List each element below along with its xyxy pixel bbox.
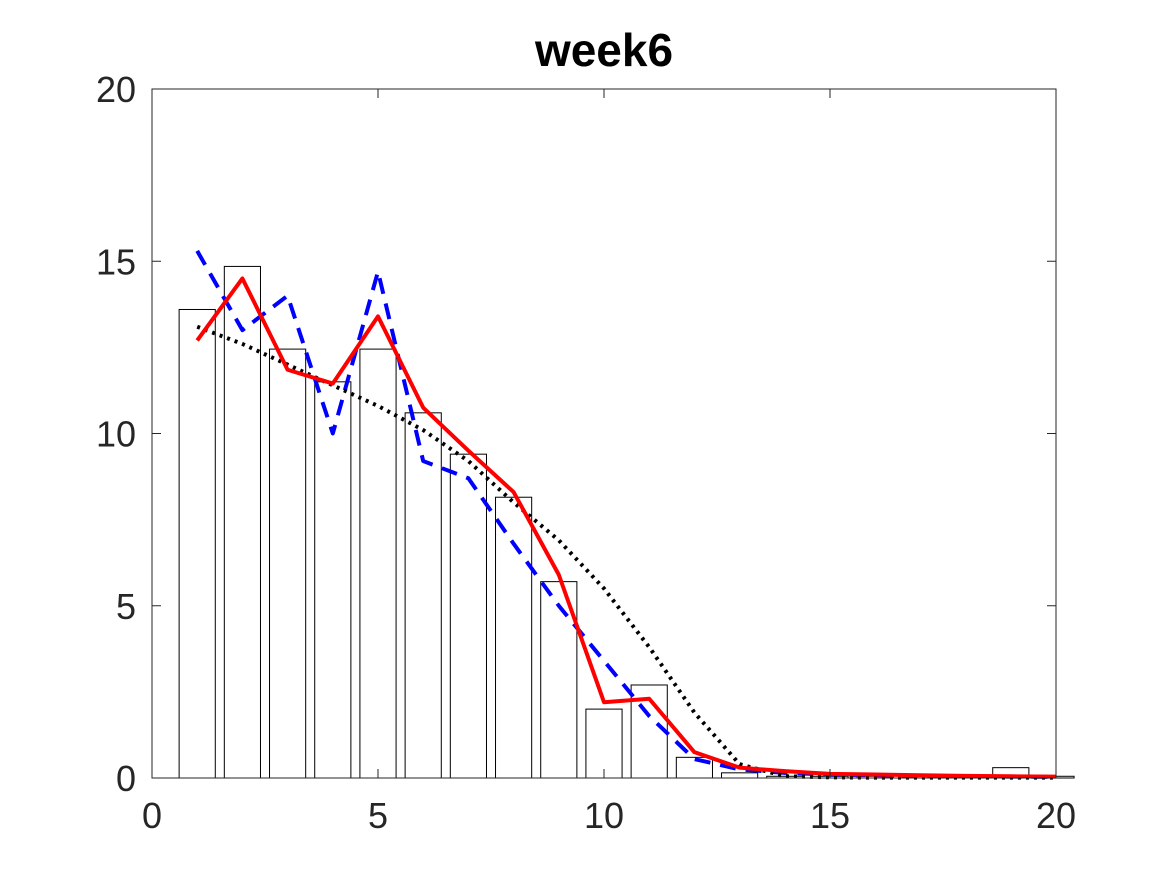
- y-tick-label: 0: [116, 758, 136, 799]
- x-tick-label: 20: [1036, 795, 1076, 836]
- histogram-bar: [721, 772, 759, 779]
- histogram-bar: [585, 708, 623, 779]
- y-tick-label: 20: [96, 69, 136, 110]
- histogram-bar: [314, 381, 352, 779]
- ticks-group: 0 5 10 15 20 0 5 10 15 20: [96, 69, 1076, 836]
- histogram-bar: [359, 348, 397, 779]
- x-tick-label: 10: [584, 795, 624, 836]
- x-tick-label: 15: [810, 795, 850, 836]
- y-tick-label: 15: [96, 241, 136, 282]
- x-tick-label: 5: [368, 795, 388, 836]
- x-tick-label: 0: [142, 795, 162, 836]
- histogram-bar: [223, 265, 261, 779]
- histogram-bar: [404, 412, 442, 779]
- bars-group: [178, 265, 1075, 779]
- histogram-bar: [178, 308, 216, 779]
- series-line-solid: [195, 276, 1057, 779]
- histogram-bar: [495, 496, 533, 779]
- histogram-bar: [449, 453, 487, 779]
- histogram-bar: [269, 348, 307, 779]
- y-tick-label: 10: [96, 414, 136, 455]
- series-group: [195, 249, 1057, 780]
- y-tick-label: 5: [116, 586, 136, 627]
- chart-title: week6: [534, 24, 673, 76]
